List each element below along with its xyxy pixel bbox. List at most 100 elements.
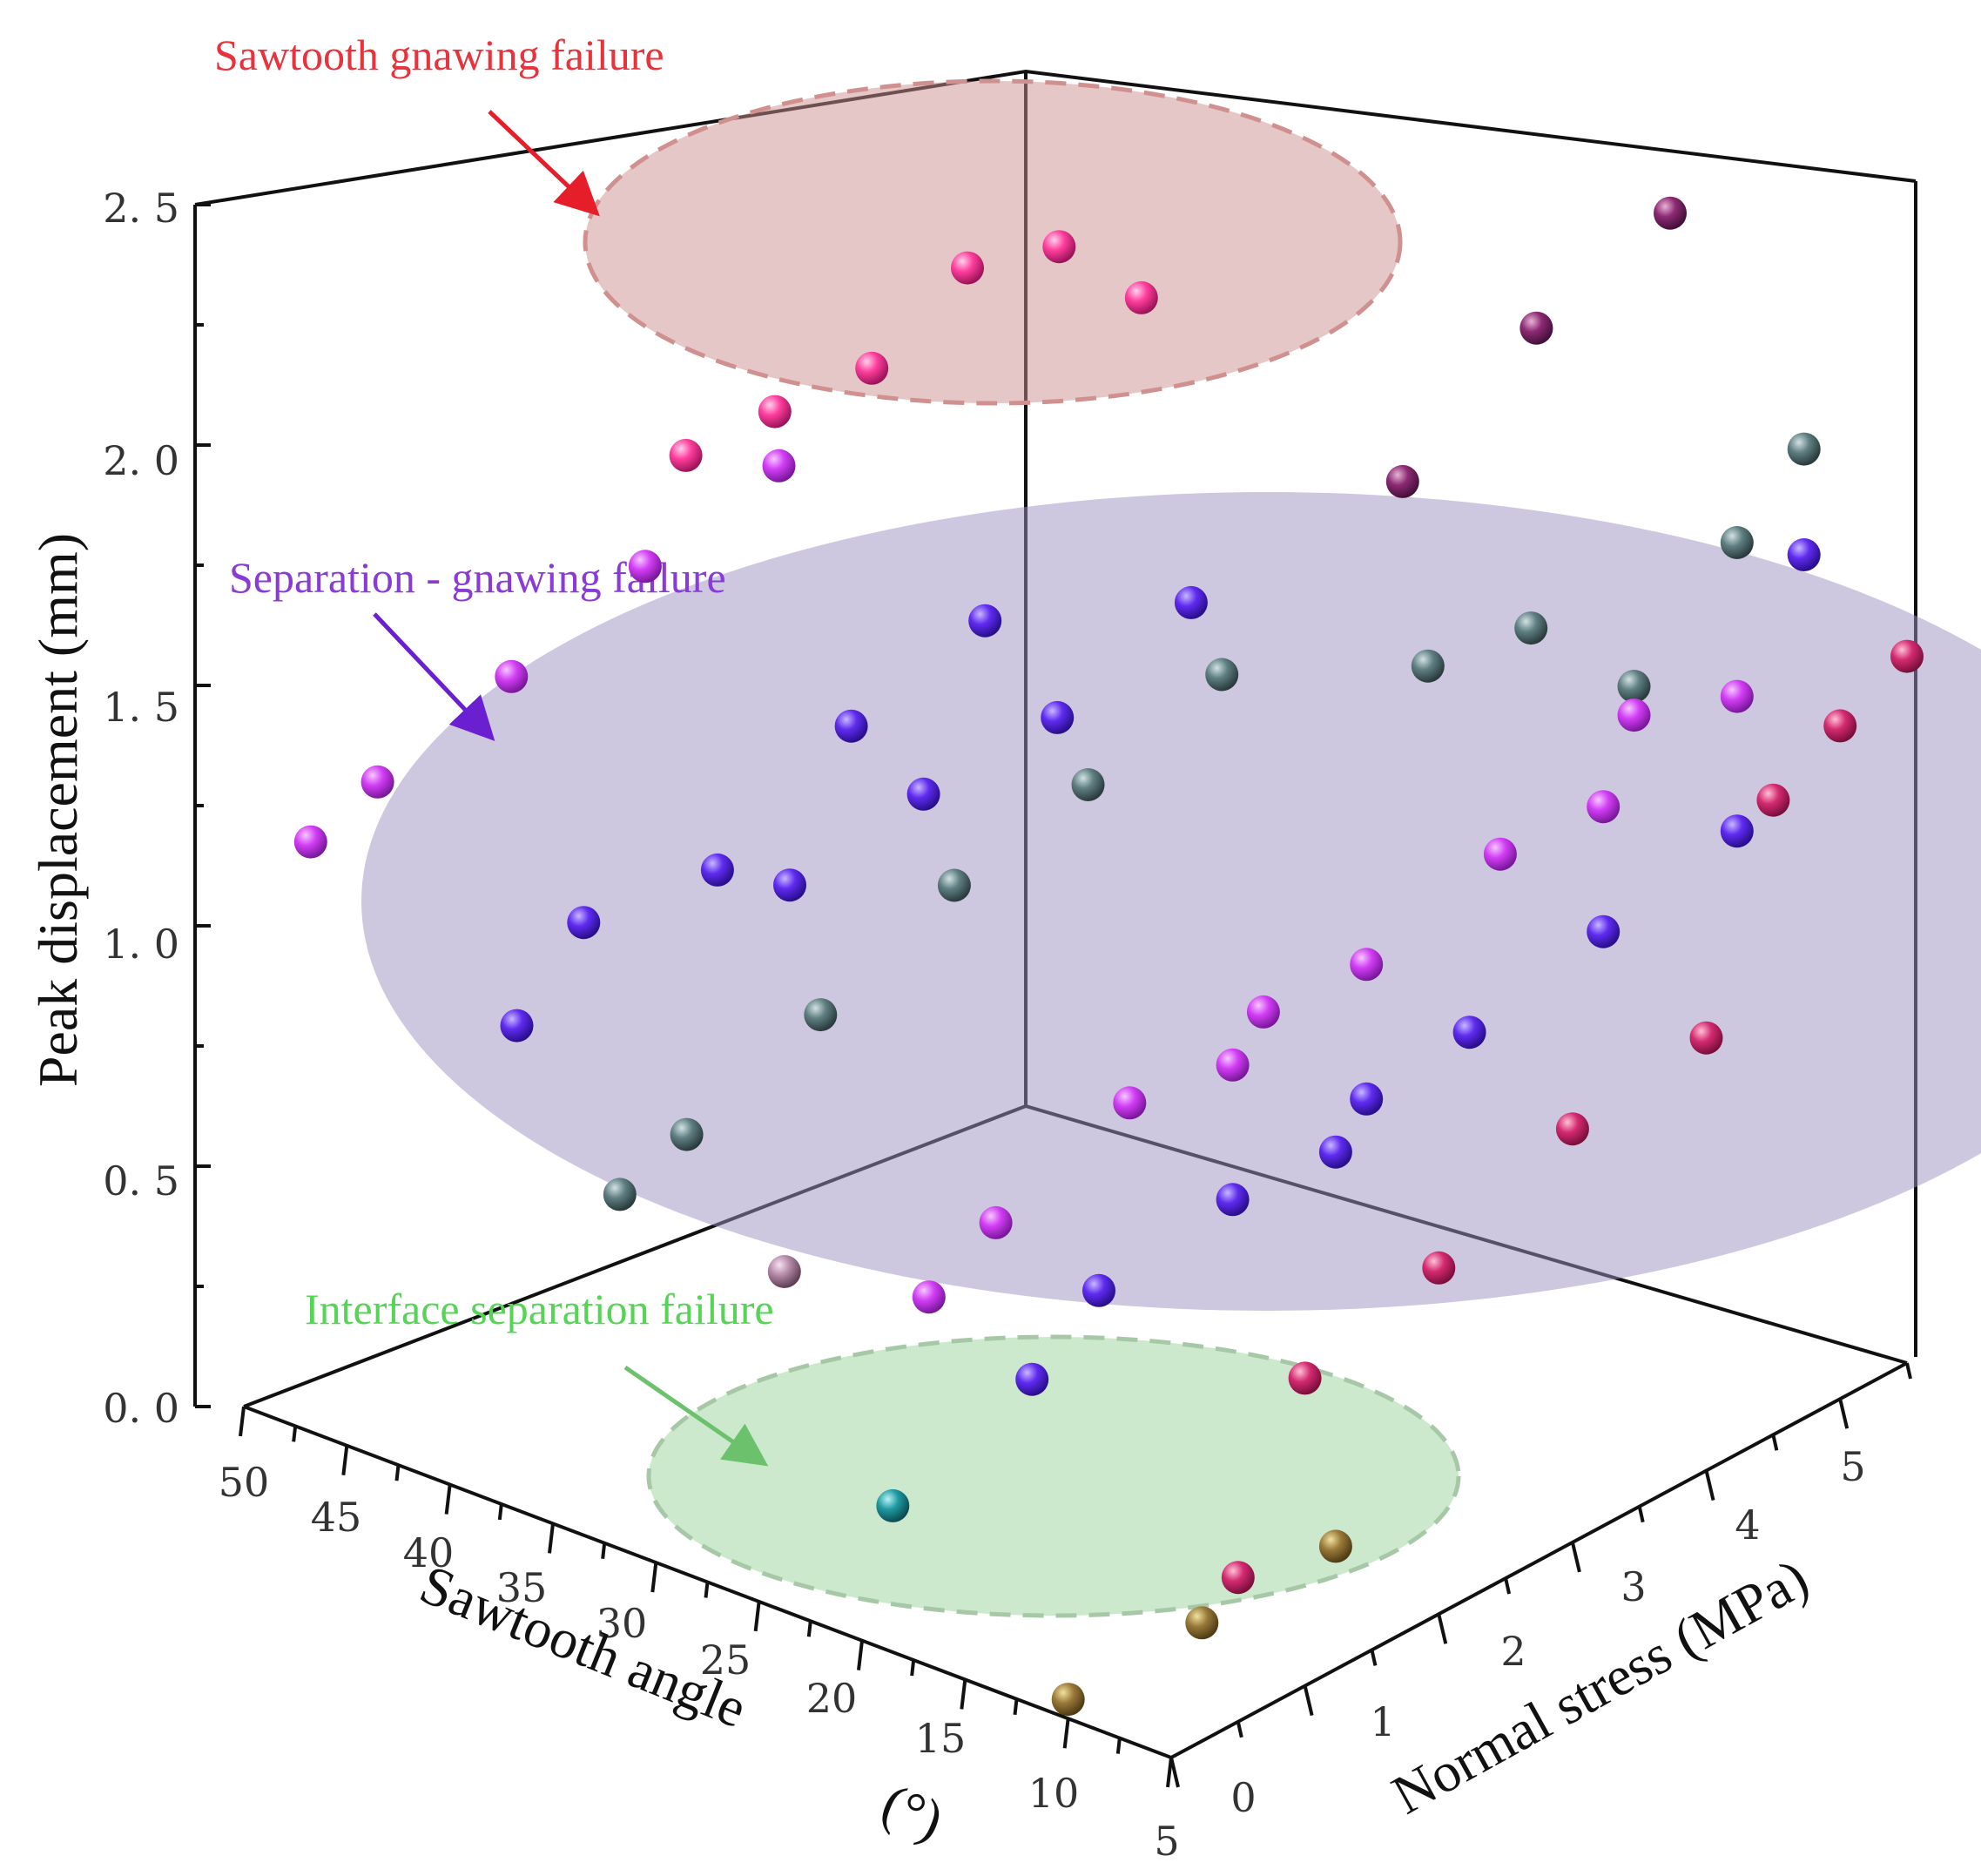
data-point xyxy=(1350,1082,1384,1116)
data-point xyxy=(762,449,796,482)
data-point xyxy=(1720,526,1754,559)
arrow-separation-gnawing xyxy=(373,612,495,741)
y-tick-mark xyxy=(1236,1721,1243,1738)
data-point xyxy=(1617,670,1651,703)
data-point xyxy=(1205,658,1239,692)
data-point xyxy=(1823,709,1857,743)
y-tick-mark xyxy=(1570,1542,1581,1573)
data-point xyxy=(834,709,868,743)
data-point xyxy=(951,251,984,285)
data-point xyxy=(669,438,703,472)
data-point xyxy=(1216,1048,1250,1082)
data-point xyxy=(567,906,601,940)
data-point xyxy=(979,1205,1013,1239)
y-tick-mark xyxy=(1437,1613,1448,1644)
data-point xyxy=(1654,196,1687,230)
x-tick-mark xyxy=(394,1464,401,1481)
x-tick-mark xyxy=(960,1679,967,1710)
x-tick-mark xyxy=(444,1484,452,1515)
x-tick-mark xyxy=(806,1621,812,1637)
data-point xyxy=(1071,768,1105,801)
y-tick-label: 2 xyxy=(1500,1628,1526,1675)
y-tick-label: 0 xyxy=(1230,1774,1256,1821)
y-tick-mark xyxy=(1303,1685,1314,1717)
data-point xyxy=(1185,1606,1219,1640)
x-tick-mark xyxy=(910,1659,916,1677)
y-tick-mark xyxy=(1637,1506,1645,1523)
data-point xyxy=(500,1009,534,1043)
data-point xyxy=(1787,432,1821,466)
x-tick-mark xyxy=(704,1582,710,1598)
data-points xyxy=(293,196,1924,1717)
region-interface-separation xyxy=(646,1334,1461,1618)
y-axis-ticks xyxy=(1169,1362,1912,1788)
region-sawtooth-gnawing xyxy=(583,78,1403,406)
data-point xyxy=(1174,585,1208,619)
data-point xyxy=(603,1178,637,1211)
arrow-interface-separation xyxy=(623,1365,769,1467)
data-point xyxy=(1051,1683,1085,1717)
y-axis-line xyxy=(1170,1361,1908,1759)
y-tick-mark xyxy=(1704,1470,1715,1501)
z-axis: 0. 0 0. 5 1. 0 1. 5 2. 0 2. 5 Peak displ… xyxy=(27,185,211,1432)
data-point xyxy=(1411,649,1445,683)
data-point xyxy=(1720,814,1754,848)
data-point xyxy=(1015,1362,1049,1396)
z-tick-label: 2. 5 xyxy=(103,185,179,232)
x-tick-label: 15 xyxy=(915,1715,967,1762)
z-axis-ticks xyxy=(195,203,211,1408)
data-point xyxy=(1617,698,1651,732)
x-tick-mark xyxy=(857,1640,864,1670)
y-tick-mark xyxy=(1504,1577,1512,1595)
region-separation-gnawing xyxy=(361,492,1981,1311)
data-point xyxy=(1689,1021,1723,1055)
y-tick-mark xyxy=(1838,1398,1850,1429)
x-axis-tick-labels: 50 45 40 35 30 25 20 15 10 5 xyxy=(219,1459,1180,1865)
x-tick-mark xyxy=(650,1562,658,1593)
data-point xyxy=(1555,1112,1589,1146)
data-point xyxy=(1288,1361,1322,1395)
data-point xyxy=(670,1117,704,1151)
data-point xyxy=(1318,1135,1352,1169)
y-tick-mark xyxy=(1905,1362,1912,1380)
arrow-sawtooth-gnawing xyxy=(488,110,600,217)
y-tick-label: 1 xyxy=(1370,1698,1395,1745)
regions xyxy=(361,78,1981,1618)
data-point xyxy=(1113,1086,1147,1120)
z-tick-label: 2. 0 xyxy=(103,437,179,484)
data-point xyxy=(1519,311,1553,345)
z-axis-title: Peak displacement (mm) xyxy=(27,533,89,1087)
x-tick-label: 35 xyxy=(496,1564,548,1611)
x-tick-mark xyxy=(292,1426,298,1442)
data-point xyxy=(855,351,889,385)
x-tick-mark xyxy=(239,1406,246,1437)
data-point xyxy=(758,395,792,429)
y-tick-mark xyxy=(1370,1650,1378,1666)
x-tick-mark xyxy=(601,1542,607,1559)
data-point xyxy=(968,604,1002,638)
x-tick-label: 45 xyxy=(311,1494,362,1541)
data-point xyxy=(1587,790,1621,824)
y-tick-label: 3 xyxy=(1621,1563,1646,1610)
data-point xyxy=(1890,639,1924,673)
data-point xyxy=(1422,1251,1456,1285)
data-point xyxy=(293,825,327,859)
x-tick-label: 25 xyxy=(700,1636,751,1684)
data-point xyxy=(1042,230,1076,264)
data-point xyxy=(1514,611,1548,645)
z-tick-label: 0. 0 xyxy=(103,1385,179,1432)
data-point xyxy=(804,998,838,1032)
x-tick-label: 50 xyxy=(219,1459,270,1506)
data-point xyxy=(937,868,971,902)
data-point xyxy=(1787,538,1821,571)
x-tick-label: 20 xyxy=(806,1675,858,1722)
data-point xyxy=(628,550,662,584)
data-point xyxy=(1756,783,1790,817)
data-point xyxy=(1124,280,1158,314)
x-tick-mark xyxy=(1013,1698,1019,1716)
x-tick-mark xyxy=(341,1445,349,1476)
y-tick-mark xyxy=(1169,1757,1180,1788)
x-tick-mark xyxy=(548,1523,555,1554)
y-tick-mark xyxy=(1771,1434,1779,1451)
x-tick-mark xyxy=(497,1503,503,1521)
